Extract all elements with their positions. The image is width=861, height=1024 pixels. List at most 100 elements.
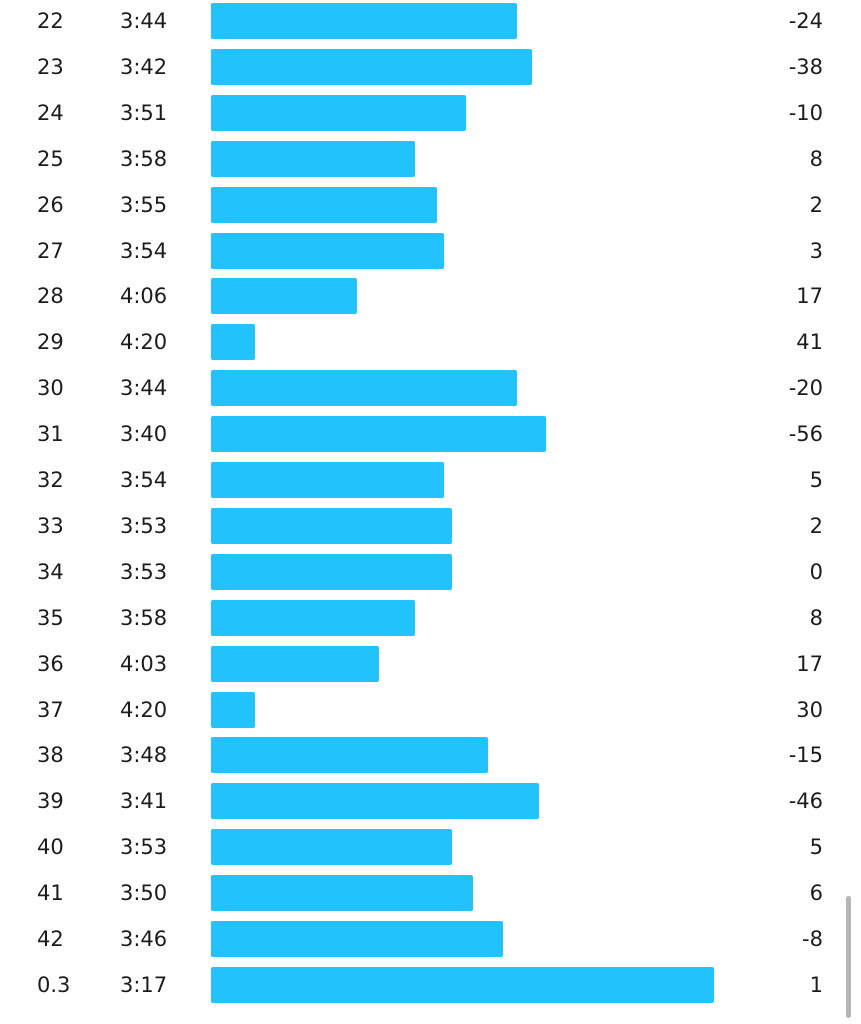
split-elevation: 5	[809, 468, 823, 492]
split-row: 33 3:53 2	[0, 506, 861, 552]
split-km: 30	[37, 376, 64, 401]
split-pace: 3:48	[120, 743, 168, 768]
pace-bar	[211, 324, 255, 361]
pace-bar	[211, 599, 415, 636]
split-elevation: -38	[788, 54, 823, 79]
split-row: 27 3:54 3	[0, 231, 861, 277]
split-elevation: 8	[809, 146, 823, 171]
split-row: 29 4:20 41	[0, 322, 861, 368]
split-pace: 3:53	[120, 835, 168, 860]
scrollbar[interactable]	[846, 896, 851, 1018]
pace-bar	[211, 783, 539, 820]
split-pace: 3:54	[120, 468, 168, 492]
pace-bar	[211, 829, 452, 866]
split-row: 39 3:41 -46	[0, 781, 861, 827]
split-km: 39	[37, 789, 64, 814]
split-km: 33	[37, 513, 64, 538]
split-km: 32	[37, 468, 64, 492]
split-row: 25 3:58 8	[0, 139, 861, 185]
split-elevation: 2	[809, 513, 823, 538]
split-km: 29	[37, 330, 64, 355]
split-elevation: 3	[809, 238, 823, 263]
split-pace: 3:46	[120, 927, 168, 951]
split-elevation: 5	[809, 835, 823, 860]
split-km: 26	[37, 192, 64, 217]
split-pace: 3:50	[120, 881, 168, 906]
split-row: 0.3 3:17 1	[0, 965, 861, 1011]
pace-bar	[211, 278, 357, 315]
split-km: 34	[37, 559, 64, 584]
pace-bar	[211, 966, 714, 1003]
split-elevation: 17	[796, 284, 823, 309]
pace-bar	[211, 645, 379, 682]
split-pace: 4:20	[120, 697, 168, 722]
split-km: 27	[37, 238, 64, 263]
split-elevation: -56	[788, 422, 823, 447]
split-elevation: -24	[788, 9, 823, 33]
split-row: 42 3:46 -8	[0, 919, 861, 965]
split-km: 25	[37, 146, 64, 171]
pace-bar	[211, 691, 255, 728]
split-elevation: 41	[796, 330, 823, 355]
split-row: 22 3:44 -24	[0, 1, 861, 47]
split-km: 23	[37, 54, 64, 79]
split-km: 28	[37, 284, 64, 309]
split-row: 30 3:44 -20	[0, 368, 861, 414]
split-elevation: -46	[788, 789, 823, 814]
split-km: 37	[37, 697, 64, 722]
split-elevation: -20	[788, 376, 823, 401]
split-pace: 4:03	[120, 651, 168, 676]
pace-bar	[211, 875, 473, 912]
pace-bar	[211, 48, 532, 85]
split-row: 31 3:40 -56	[0, 414, 861, 460]
pace-bar	[211, 416, 546, 453]
split-pace: 4:06	[120, 284, 168, 309]
split-elevation: 17	[796, 651, 823, 676]
split-km: 24	[37, 100, 64, 125]
split-pace: 3:53	[120, 513, 168, 538]
split-pace: 3:42	[120, 54, 168, 79]
split-row: 40 3:53 5	[0, 827, 861, 873]
split-row: 23 3:42 -38	[0, 47, 861, 93]
split-elevation: 30	[796, 697, 823, 722]
pace-bar	[211, 553, 452, 590]
split-row: 35 3:58 8	[0, 598, 861, 644]
split-elevation: 2	[809, 192, 823, 217]
split-elevation: 8	[809, 605, 823, 630]
split-elevation: -8	[802, 927, 823, 951]
split-row: 34 3:53 0	[0, 552, 861, 598]
split-pace: 3:53	[120, 559, 168, 584]
split-row: 24 3:51 -10	[0, 93, 861, 139]
split-km: 40	[37, 835, 64, 860]
split-km: 41	[37, 881, 64, 906]
split-km: 42	[37, 927, 64, 951]
pace-bar	[211, 186, 437, 223]
split-km: 38	[37, 743, 64, 768]
split-row: 28 4:06 17	[0, 276, 861, 322]
split-pace: 3:40	[120, 422, 168, 447]
split-pace: 3:51	[120, 100, 168, 125]
split-elevation: -15	[788, 743, 823, 768]
pace-bar	[211, 737, 488, 774]
split-pace: 3:44	[120, 376, 168, 401]
pace-bar	[211, 370, 517, 407]
split-elevation: -10	[788, 100, 823, 125]
split-pace: 3:54	[120, 238, 168, 263]
split-km: 22	[37, 9, 64, 33]
split-km: 31	[37, 422, 64, 447]
split-km: 35	[37, 605, 64, 630]
split-row: 32 3:54 5	[0, 460, 861, 506]
split-pace: 3:55	[120, 192, 168, 217]
split-elevation: 6	[809, 881, 823, 906]
pace-bar	[211, 94, 466, 131]
split-pace: 3:17	[120, 972, 168, 997]
split-km: 36	[37, 651, 64, 676]
pace-bar	[211, 507, 452, 544]
split-pace: 4:20	[120, 330, 168, 355]
split-pace: 3:44	[120, 9, 168, 33]
split-pace: 3:58	[120, 605, 168, 630]
split-row: 26 3:55 2	[0, 185, 861, 231]
pace-bar	[211, 140, 415, 177]
pace-bar	[211, 921, 503, 957]
